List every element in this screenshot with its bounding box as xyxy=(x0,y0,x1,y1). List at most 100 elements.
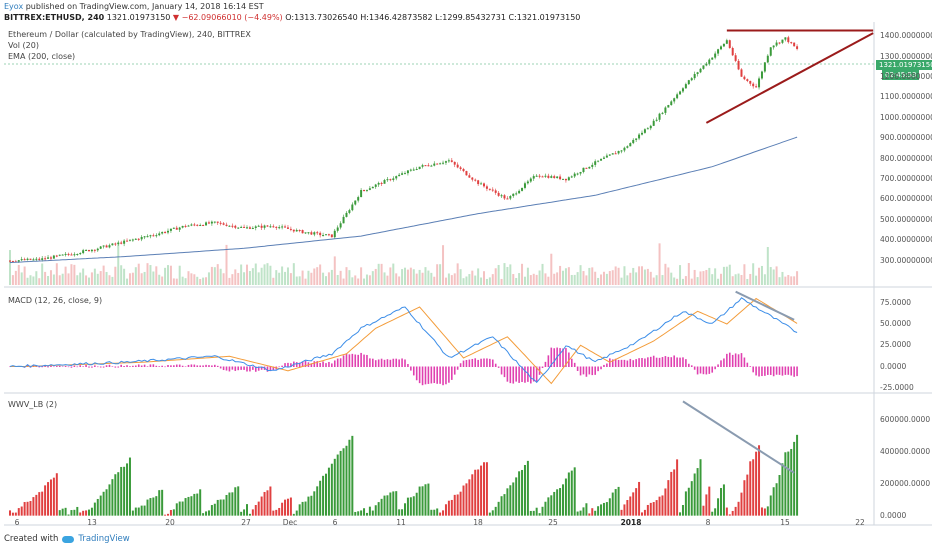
macd-histogram-bar xyxy=(146,366,149,367)
wwv-bar xyxy=(523,464,526,516)
volume-bar xyxy=(667,267,670,285)
macd-histogram-bar xyxy=(398,359,400,367)
wwv-bar xyxy=(137,507,140,516)
wwv-bar xyxy=(553,491,556,516)
volume-bar xyxy=(240,264,243,285)
macd-histogram-bar xyxy=(503,366,506,378)
macd-histogram-bar xyxy=(796,366,798,377)
macd-histogram-bar xyxy=(161,365,163,367)
macd-histogram-bar xyxy=(474,358,477,367)
wwv-bar xyxy=(418,486,421,516)
volume-bar xyxy=(304,278,307,285)
tradingview-brand[interactable]: TradingView xyxy=(78,534,130,544)
candle-body xyxy=(310,232,313,235)
candle-body xyxy=(210,221,213,224)
macd-histogram-bar xyxy=(257,366,260,371)
macd-histogram-bar xyxy=(726,353,728,367)
volume-bar xyxy=(450,275,453,285)
author-link[interactable]: Eyox xyxy=(4,2,24,11)
volume-bar xyxy=(500,278,503,285)
macd-histogram-bar xyxy=(585,366,588,377)
wwv-bar xyxy=(781,463,784,516)
x-tick-label: 6 xyxy=(14,518,20,527)
volume-bar xyxy=(468,274,471,285)
volume-bar xyxy=(202,277,205,285)
volume-bar xyxy=(82,268,85,285)
candle-body xyxy=(746,79,749,81)
y-tick-label: 400000.0000 xyxy=(880,447,931,457)
y-tick-label: 1000.00000000 xyxy=(880,112,932,122)
ohlc-header: BITTREX:ETHUSD, 240 1321.01973150 ▼ −62.… xyxy=(4,13,580,22)
candle-body xyxy=(298,229,301,231)
volume-bar xyxy=(714,268,717,285)
macd-histogram-bar xyxy=(149,364,152,367)
volume-bar xyxy=(760,265,763,285)
wwv-bar xyxy=(257,501,260,516)
macd-histogram-bar xyxy=(140,365,143,367)
volume-bar xyxy=(787,274,790,285)
wwv-bar xyxy=(199,489,202,516)
candle-body xyxy=(327,234,330,236)
wwv-bar xyxy=(696,468,699,516)
volume-bar xyxy=(483,271,485,285)
macd-histogram-bar xyxy=(61,366,64,367)
candle-body xyxy=(199,225,202,227)
volume-bar xyxy=(690,278,693,285)
volume-bar xyxy=(383,272,386,285)
macd-histogram-bar xyxy=(313,361,316,367)
wwv-bar xyxy=(564,478,567,516)
volume-bar xyxy=(196,276,199,285)
volume-bar xyxy=(588,267,591,285)
volume-bar xyxy=(480,277,483,285)
candle-body xyxy=(649,125,652,129)
wwv-bar xyxy=(784,452,787,516)
volume-bar xyxy=(319,264,322,285)
wwv-bar xyxy=(468,479,471,516)
wwv-bar xyxy=(342,448,345,516)
candle-body xyxy=(521,187,524,191)
candle-body xyxy=(35,258,38,260)
volume-bar xyxy=(447,273,450,285)
macd-histogram-bar xyxy=(354,354,357,367)
volume-bar xyxy=(357,278,360,285)
y-tick-label: 900.00000000 xyxy=(880,133,932,143)
macd-histogram-bar xyxy=(448,366,450,383)
volume-bar xyxy=(614,266,617,285)
candle-body xyxy=(673,98,676,102)
wwv-bar xyxy=(483,462,485,516)
volume-bar xyxy=(14,270,17,285)
volume-bar xyxy=(58,275,61,285)
macd-histogram-bar xyxy=(167,365,169,367)
wwv-bar xyxy=(450,499,453,516)
candle-body xyxy=(272,226,275,228)
macd-histogram-bar xyxy=(714,366,716,370)
macd-histogram-bar xyxy=(465,359,468,367)
high-value: H:1346.42873582 xyxy=(360,13,433,22)
macd-histogram-bar xyxy=(380,358,383,367)
volume-bar xyxy=(181,276,184,285)
candle-body xyxy=(17,260,20,262)
macd-histogram-bar xyxy=(591,366,594,376)
macd-histogram-bar xyxy=(421,366,424,386)
wwv-bar xyxy=(681,505,684,516)
macd-histogram-bar xyxy=(298,362,301,367)
volume-bar xyxy=(488,277,491,285)
wwv-bar xyxy=(380,498,383,516)
macd-histogram-bar xyxy=(489,358,491,367)
volume-bar xyxy=(708,267,711,285)
wwv-bar xyxy=(207,510,210,516)
wwv-bar xyxy=(292,513,295,516)
wwv-bar xyxy=(427,483,430,516)
macd-histogram-bar xyxy=(345,353,348,367)
wwv-bar xyxy=(161,489,164,516)
wwv-bar xyxy=(471,474,474,516)
macd-histogram-bar xyxy=(252,366,254,370)
macd-histogram-bar xyxy=(708,366,711,374)
candle-body xyxy=(82,250,85,254)
candle-body xyxy=(456,164,459,168)
candle-body xyxy=(345,212,348,217)
macd-histogram-bar xyxy=(67,366,70,368)
macd-histogram-bar xyxy=(187,364,190,367)
wwv-bar xyxy=(559,488,562,516)
